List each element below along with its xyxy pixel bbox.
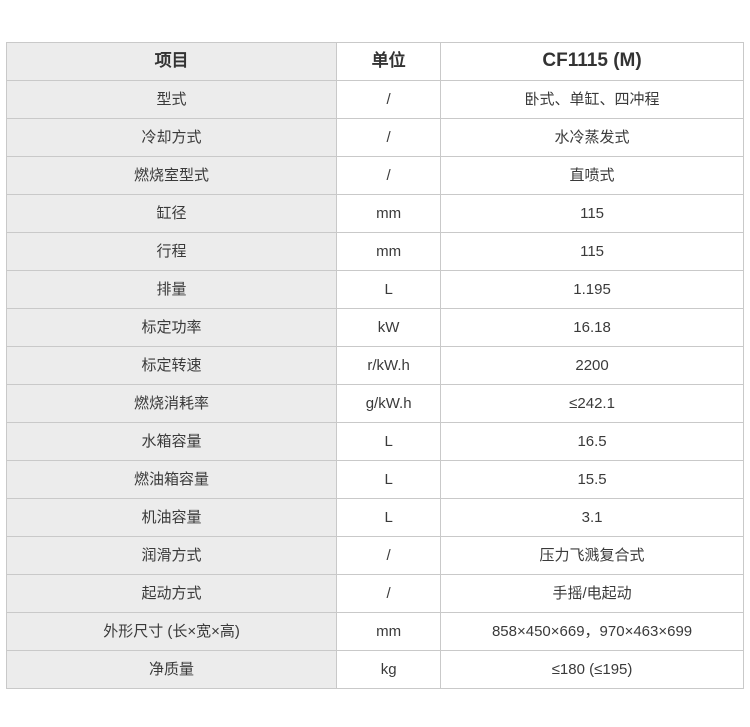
spec-unit: kg — [336, 650, 442, 689]
spec-table: 项目 单位 CF1115 (M) 型式 / 卧式、单缸、四冲程 冷却方式 / 水冷蒸发式燃… — [5, 42, 744, 689]
spec-item-label: 净质量 — [5, 650, 338, 689]
spec-item-label: 起动方式 — [5, 574, 338, 613]
spec-value: 16.5 — [440, 422, 744, 461]
spec-item-label: 标定功率 — [5, 308, 338, 347]
table-row: 燃油箱容量 L 15.5 — [5, 460, 744, 499]
table-row: 润滑方式 / 压力飞溅复合式 — [5, 536, 744, 575]
spec-item-label: 润滑方式 — [5, 536, 338, 575]
table-row: 机油容量 L 3.1 — [5, 498, 744, 537]
table-row: 冷却方式 / 水冷蒸发式 — [5, 118, 744, 157]
spec-unit: L — [336, 422, 442, 461]
spec-value: 卧式、单缸、四冲程 — [440, 80, 744, 119]
spec-value: 3.1 — [440, 498, 744, 537]
spec-unit: mm — [336, 194, 442, 233]
spec-item-label: 排量 — [5, 270, 338, 309]
spec-item-label: 机油容量 — [5, 498, 338, 537]
spec-value: 115 — [440, 232, 744, 271]
spec-value: 手摇/电起动 — [440, 574, 744, 613]
spec-item-label: 燃油箱容量 — [5, 460, 338, 499]
spec-value: 直喷式 — [440, 156, 744, 195]
spec-unit: kW — [336, 308, 442, 347]
spec-unit: / — [336, 118, 442, 157]
table-row: 燃烧消耗率 g/kW.h ≤242.1 — [5, 384, 744, 423]
spec-value: 16.18 — [440, 308, 744, 347]
spec-value: 1.195 — [440, 270, 744, 309]
spec-unit: mm — [336, 612, 442, 651]
spec-value: ≤180 (≤195) — [440, 650, 744, 689]
table-row: 排量 L 1.195 — [5, 270, 744, 309]
column-header-item: 项目 — [5, 42, 338, 81]
table-row: 净质量 kg ≤180 (≤195) — [5, 650, 744, 689]
spec-item-label: 行程 — [5, 232, 338, 271]
spec-unit: L — [336, 270, 442, 309]
table-row: 水箱容量 L 16.5 — [5, 422, 744, 461]
column-header-unit: 单位 — [336, 42, 442, 81]
header-row: 项目 单位 CF1115 (M) — [5, 42, 744, 81]
table-row: 行程 mm 115 — [5, 232, 744, 271]
table-row: 燃烧室型式 / 直喷式 — [5, 156, 744, 195]
spec-unit: g/kW.h — [336, 384, 442, 423]
spec-item-label: 燃烧室型式 — [5, 156, 338, 195]
column-header-model: CF1115 (M) — [440, 42, 744, 81]
spec-unit: r/kW.h — [336, 346, 442, 385]
spec-value: ≤242.1 — [440, 384, 744, 423]
spec-item-label: 标定转速 — [5, 346, 338, 385]
spec-item-label: 型式 — [5, 80, 338, 119]
table-row: 型式 / 卧式、单缸、四冲程 — [5, 80, 744, 119]
table-row: 缸径 mm 115 — [5, 194, 744, 233]
spec-unit: / — [336, 80, 442, 119]
spec-unit: / — [336, 536, 442, 575]
spec-unit: mm — [336, 232, 442, 271]
spec-value: 15.5 — [440, 460, 744, 499]
spec-value: 水冷蒸发式 — [440, 118, 744, 157]
spec-unit: / — [336, 156, 442, 195]
spec-item-label: 外形尺寸 (长×宽×高) — [5, 612, 338, 651]
spec-value: 858×450×669，970×463×699 — [440, 612, 744, 651]
table-row: 起动方式 / 手摇/电起动 — [5, 574, 744, 613]
spec-unit: L — [336, 498, 442, 537]
spec-item-label: 水箱容量 — [5, 422, 338, 461]
table-row: 外形尺寸 (长×宽×高) mm 858×450×669，970×463×699 — [5, 612, 744, 651]
spec-table-body: 型式 / 卧式、单缸、四冲程 冷却方式 / 水冷蒸发式 燃烧室型式 / 直喷式 缸径 mm 115 行程… — [5, 80, 744, 689]
spec-value: 115 — [440, 194, 744, 233]
spec-item-label: 缸径 — [5, 194, 338, 233]
spec-value: 2200 — [440, 346, 744, 385]
spec-item-label: 冷却方式 — [5, 118, 338, 157]
spec-value: 压力飞溅复合式 — [440, 536, 744, 575]
table-row: 标定转速 r/kW.h 2200 — [5, 346, 744, 385]
spec-item-label: 燃烧消耗率 — [5, 384, 338, 423]
spec-unit: L — [336, 460, 442, 499]
spec-unit: / — [336, 574, 442, 613]
table-row: 标定功率 kW 16.18 — [5, 308, 744, 347]
